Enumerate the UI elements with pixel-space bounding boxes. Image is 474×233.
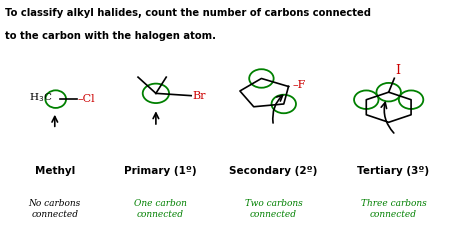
Text: To classify alkyl halides, count the number of carbons connected: To classify alkyl halides, count the num…	[5, 8, 372, 18]
Text: One carbon
connected: One carbon connected	[134, 199, 187, 219]
Text: Secondary (2º): Secondary (2º)	[229, 166, 318, 176]
Text: Methyl: Methyl	[35, 166, 75, 176]
Text: Tertiary (3º): Tertiary (3º)	[357, 166, 429, 176]
Text: I: I	[396, 64, 401, 77]
Text: Two carbons
connected: Two carbons connected	[245, 199, 302, 219]
Text: –Cl: –Cl	[77, 94, 95, 104]
Text: Br: Br	[192, 91, 206, 101]
Text: Three carbons
connected: Three carbons connected	[361, 199, 426, 219]
Text: –F: –F	[292, 80, 306, 90]
Text: to the carbon with the halogen atom.: to the carbon with the halogen atom.	[5, 31, 217, 41]
Text: H$_3$C: H$_3$C	[29, 92, 53, 104]
Text: Primary (1º): Primary (1º)	[124, 166, 197, 176]
Text: No carbons
connected: No carbons connected	[28, 199, 81, 219]
